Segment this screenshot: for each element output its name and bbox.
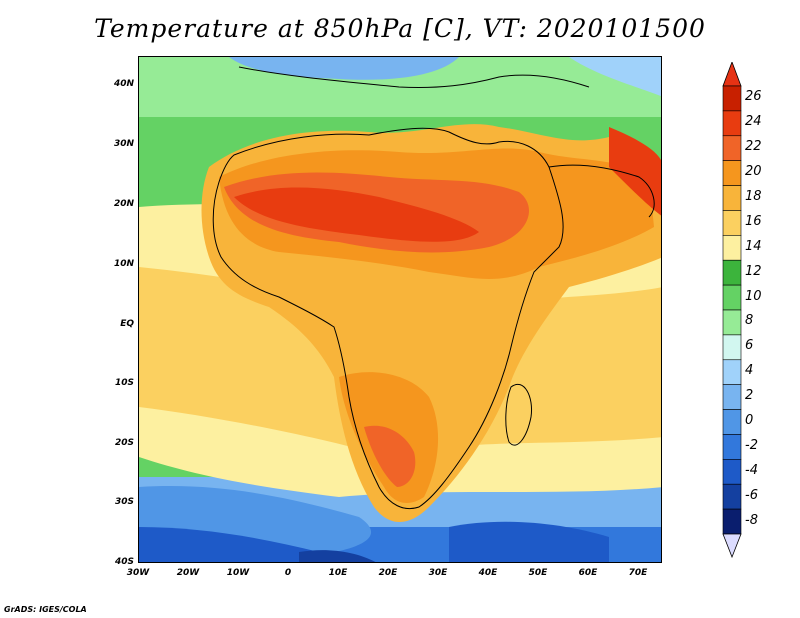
colorbar-top-arrow (722, 62, 742, 87)
lat-tick: 30S (114, 497, 134, 507)
lat-tick: 20S (114, 438, 134, 448)
lat-tick: 10N (113, 259, 134, 269)
colorbar-label: 0 (745, 413, 754, 428)
colorbar-label: 8 (745, 313, 754, 329)
map-title: Temperature at 850hPa [C], VT: 202010150… (94, 14, 706, 43)
colorbar-label: -2 (745, 437, 758, 453)
colorbar-swatch (722, 384, 742, 410)
madagascar-outline (505, 384, 533, 446)
colorbar-label: -6 (745, 487, 758, 503)
coldest-patch (299, 550, 376, 562)
lon-tick: 70E (628, 568, 648, 578)
colorbar-label: 14 (745, 238, 762, 254)
colorbar-label: -8 (745, 512, 758, 528)
asia-cool (569, 57, 661, 97)
lon-tick: 20E (378, 568, 398, 578)
europe-coast (238, 66, 590, 89)
colorbar-label: 2 (745, 388, 754, 404)
colorbar-label: 20 (745, 164, 762, 180)
lat-tick: 40S (114, 557, 134, 567)
colorbar-swatch (722, 359, 742, 385)
lat-tick: EQ (120, 319, 134, 329)
sahel-hottest (234, 187, 479, 242)
lat-tick: 30N (113, 139, 134, 149)
colorbar-swatch (722, 110, 742, 137)
colorbar-label: 22 (745, 139, 762, 155)
colorbar-swatch (722, 185, 742, 211)
colorbar-swatch (722, 284, 742, 311)
colorbar-swatch (722, 309, 742, 336)
india-hot (609, 127, 661, 216)
colorbar-swatch (722, 160, 742, 186)
indian-south-cold (449, 521, 609, 562)
lon-tick: 60E (578, 568, 598, 578)
colorbar-label: 12 (745, 263, 762, 279)
lon-tick: 10E (328, 568, 348, 578)
colorbar-swatch (722, 409, 742, 435)
colorbar (722, 62, 742, 558)
lat-tick: 10S (114, 378, 134, 388)
temperature-field (139, 57, 661, 562)
colorbar-swatch (722, 334, 742, 361)
far-south-cold (139, 527, 319, 562)
lon-tick: 10W (226, 568, 250, 578)
colorbar-swatch (722, 235, 742, 261)
colorbar-label: 24 (745, 114, 762, 130)
colorbar-label: -4 (745, 462, 758, 478)
colorbar-label: 18 (745, 189, 762, 204)
colorbar-label: 16 (745, 213, 762, 229)
colorbar-swatch (722, 508, 742, 535)
africa-coastline (212, 127, 564, 510)
lon-tick: 50E (528, 568, 548, 578)
colorbar-swatch (722, 483, 742, 510)
colorbar-swatch (722, 434, 742, 460)
lon-tick: 30E (428, 568, 448, 578)
colorbar-swatch (722, 259, 742, 286)
colorbar-label: 4 (745, 363, 754, 379)
colorbar-swatch (722, 85, 742, 112)
map-area (138, 56, 662, 563)
colorbar-label: 10 (745, 288, 762, 304)
arabia-coast (548, 164, 655, 218)
colorbar-label: 26 (745, 89, 762, 105)
lat-tick: 40N (113, 79, 134, 89)
colorbar-swatch (722, 135, 742, 161)
colorbar-swatch (722, 210, 742, 236)
colorbar-bottom-arrow (722, 533, 742, 558)
kalahari-hot (364, 425, 416, 487)
europe-cool (229, 57, 459, 80)
lon-tick: 40E (478, 568, 498, 578)
colorbar-label: 6 (745, 338, 754, 354)
lon-tick: 30W (126, 568, 150, 578)
lon-tick: 0 (284, 568, 292, 578)
credit-text: GrADS: IGES/COLA (4, 605, 87, 614)
lat-tick: 20N (113, 199, 134, 209)
lon-tick: 20W (176, 568, 200, 578)
colorbar-swatch (722, 459, 742, 485)
